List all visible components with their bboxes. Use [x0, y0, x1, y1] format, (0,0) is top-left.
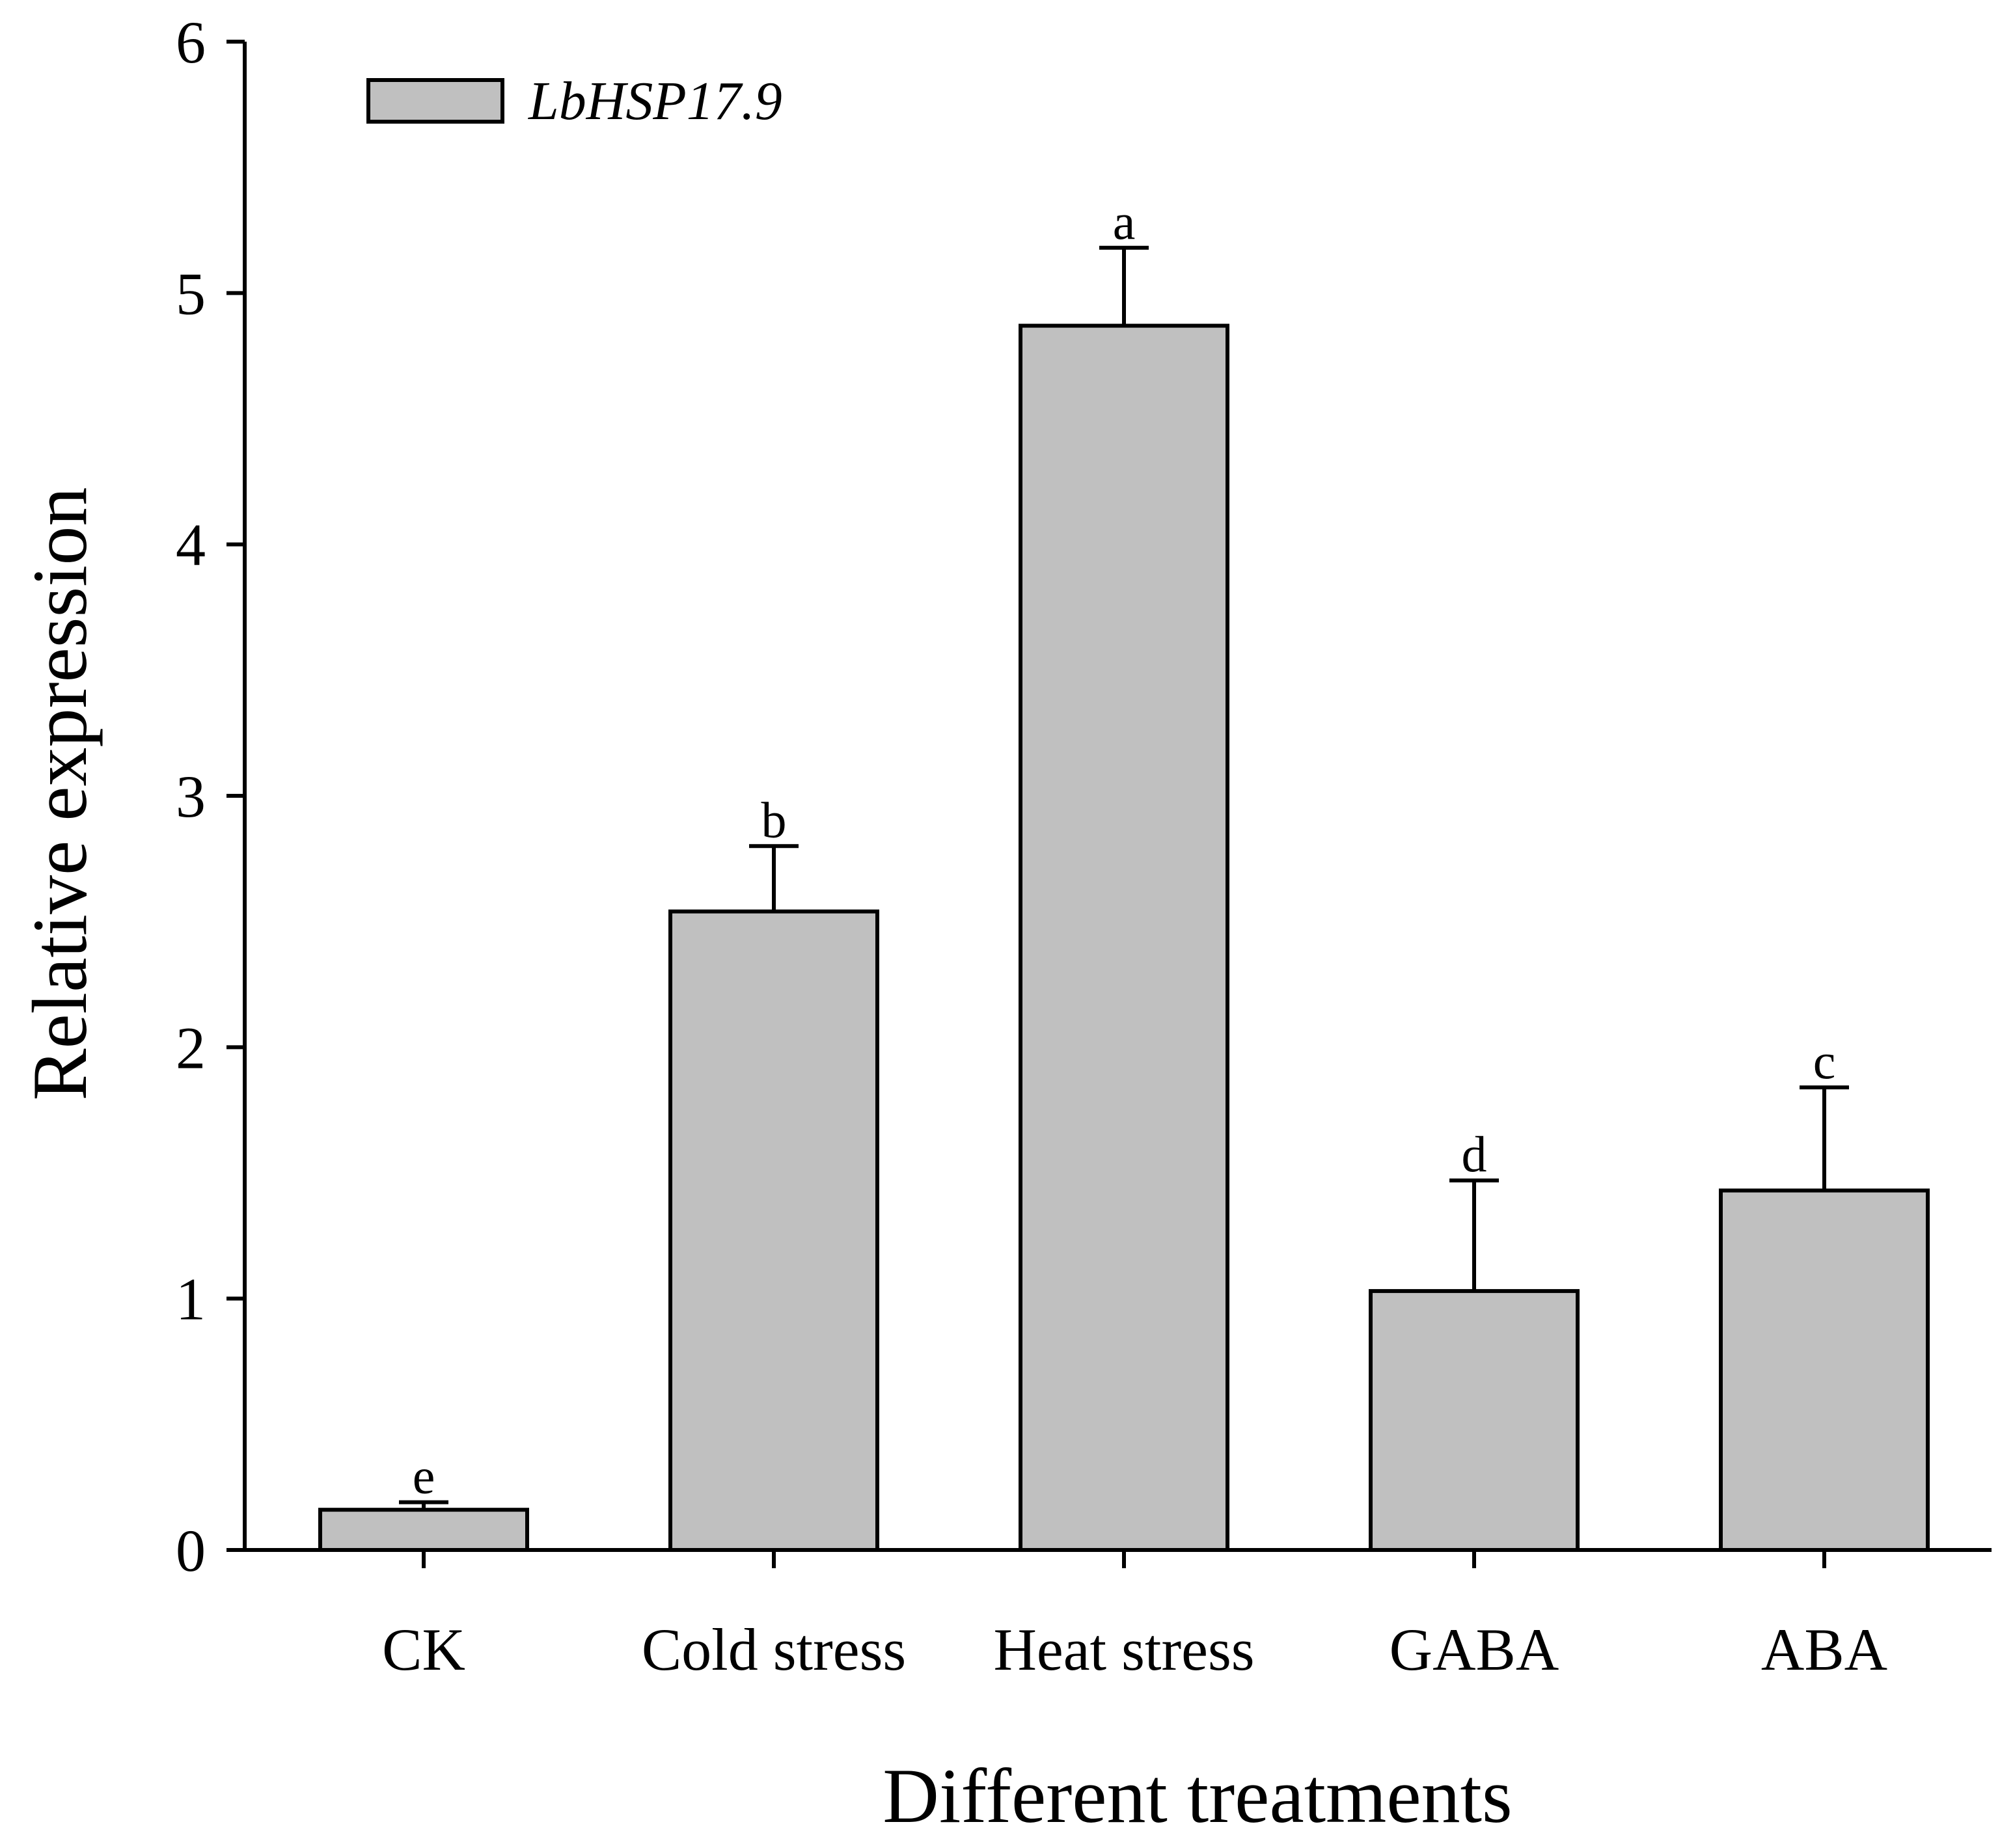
- significance-letter: b: [761, 791, 787, 848]
- bar: [1019, 323, 1229, 1553]
- bars: [318, 323, 1930, 1553]
- y-tick-label: 6: [176, 9, 206, 75]
- significance-letter: e: [413, 1448, 435, 1504]
- significance-letter: c: [1813, 1033, 1836, 1089]
- x-tick-label: ABA: [1761, 1616, 1887, 1683]
- x-tick-label: GABA: [1390, 1616, 1559, 1683]
- bar: [318, 1508, 529, 1553]
- bar: [1369, 1289, 1580, 1552]
- category-labels: CK Cold stress Heat stress GABA ABA: [382, 1616, 1887, 1683]
- y-tick-label: 0: [176, 1517, 206, 1584]
- y-tick-label: 2: [176, 1014, 206, 1081]
- error-bars: [399, 245, 1849, 1510]
- significance-letter: a: [1113, 193, 1136, 250]
- legend-label: LbHSP17.9: [528, 71, 782, 131]
- legend-swatch: [366, 78, 504, 124]
- y-axis-ticks: 0 1 2 3 4 5 6: [176, 9, 1826, 1584]
- y-tick-label: 4: [176, 512, 206, 578]
- bar: [1719, 1188, 1930, 1552]
- y-tick-label: 3: [176, 763, 206, 830]
- x-tick-label: Cold stress: [642, 1616, 906, 1683]
- significance-letter: d: [1462, 1126, 1487, 1182]
- significance-letters: e b a d c: [413, 193, 1836, 1504]
- y-tick-label: 5: [176, 260, 206, 327]
- bar: [668, 909, 879, 1553]
- y-axis-title: Relative expression: [16, 487, 103, 1100]
- y-tick-label: 1: [176, 1266, 206, 1333]
- x-tick-label: CK: [382, 1616, 465, 1683]
- legend: LbHSP17.9: [366, 71, 782, 131]
- x-tick-label: Heat stress: [993, 1616, 1254, 1683]
- x-axis-title: Different treatments: [883, 1752, 1512, 1839]
